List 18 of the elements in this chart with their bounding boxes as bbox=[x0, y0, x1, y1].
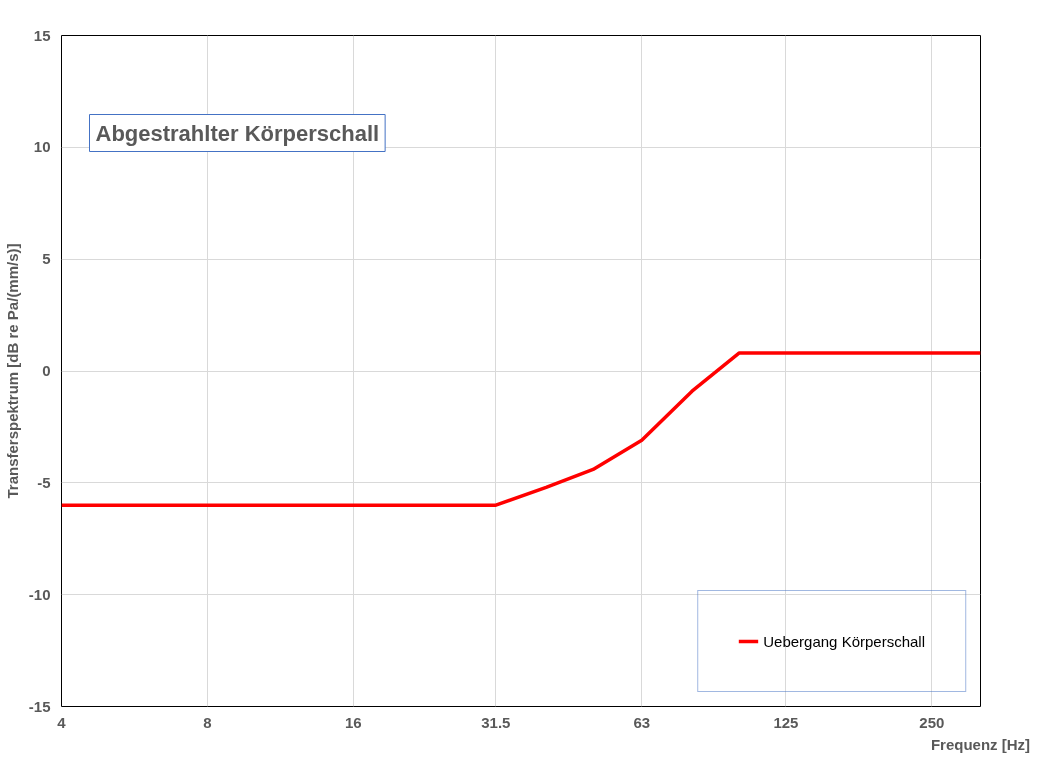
y-tick-label: -15 bbox=[28, 697, 51, 715]
text: Abgestrahlter Körperschall bbox=[95, 120, 380, 146]
y-tick-label: -10 bbox=[28, 585, 51, 603]
x-tick-label: 16 bbox=[344, 713, 362, 731]
y-tick-label: 10 bbox=[33, 138, 51, 156]
y-tick-label: -5 bbox=[37, 473, 51, 491]
x-axis-title: Frequenz [Hz] bbox=[930, 735, 1031, 753]
x-tick-label: 63 bbox=[633, 713, 651, 731]
y-tick-label: 15 bbox=[33, 26, 51, 44]
x-tick-label: 125 bbox=[773, 713, 799, 731]
y-tick-label: 0 bbox=[42, 362, 51, 379]
x-tick-label: 31.5 bbox=[481, 713, 511, 731]
legend-label: Uebergang Körperschall bbox=[763, 632, 925, 650]
x-tick-label: 8 bbox=[203, 713, 212, 731]
y-axis-title: Transferspektrum [dB re Pa/(mm/s)] bbox=[3, 243, 21, 499]
y-tick-label: 5 bbox=[42, 250, 51, 268]
x-tick-label: 4 bbox=[57, 713, 67, 731]
x-tick-label: 250 bbox=[919, 713, 945, 731]
